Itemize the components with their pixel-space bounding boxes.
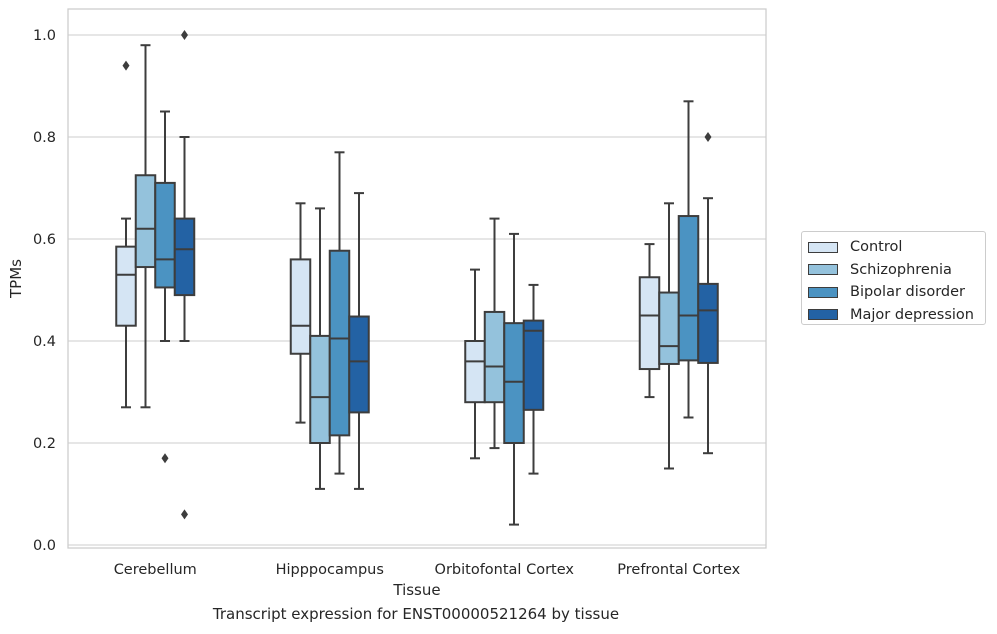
box-control-hipppocampus (289, 258, 312, 355)
legend-swatch-major-depression (808, 309, 838, 321)
box-schizophrenia-orbitofontal-cortex (483, 310, 506, 404)
legend-label-control: Control (850, 239, 903, 256)
y-tick-label: 0.0 (33, 538, 56, 554)
box-major-depression-hipppocampus (348, 315, 370, 414)
box-control-prefrontal-cortex (638, 276, 661, 371)
box-bipolar-disorder-prefrontal-cortex (677, 215, 700, 362)
box-control-cerebellum (115, 245, 137, 327)
box-schizophrenia-prefrontal-cortex (658, 291, 680, 365)
box-major-depression-cerebellum (173, 217, 196, 297)
x-tick-label: Hipppocampus (276, 562, 384, 578)
legend-item-schizophrenia: Schizophrenia (808, 259, 985, 282)
y-tick-label: 0.4 (33, 334, 56, 350)
outlier-major-depression-cerebellum (181, 30, 188, 40)
x-axis-label: Tissue (392, 581, 440, 599)
y-axis-label: TPMs (7, 259, 25, 299)
legend-label-bipolar-disorder: Bipolar disorder (850, 284, 965, 301)
legend-swatch-schizophrenia (808, 264, 838, 276)
legend-swatch-bipolar-disorder (808, 286, 838, 298)
box-control-orbitofontal-cortex (464, 340, 486, 404)
legend-item-bipolar-disorder: Bipolar disorder (808, 281, 985, 304)
box-schizophrenia-cerebellum (134, 174, 157, 269)
box-bipolar-disorder-hipppocampus (328, 249, 351, 437)
chart-caption: Transcript expression for ENST0000052126… (212, 605, 620, 623)
outlier-major-depression-prefrontal-cortex (704, 132, 712, 142)
x-tick-label: Orbitofontal Cortex (435, 562, 575, 578)
box-schizophrenia-hipppocampus (309, 334, 331, 444)
legend-item-major-depression: Major depression (808, 304, 985, 327)
outlier-control-cerebellum (122, 60, 130, 71)
legend-item-control: Control (808, 236, 985, 259)
legend-label-schizophrenia: Schizophrenia (850, 261, 952, 278)
plot-frame (67, 8, 767, 549)
outlier-bipolar-disorder-cerebellum (161, 453, 169, 464)
y-tick-label: 1.0 (33, 28, 56, 44)
box-bipolar-disorder-orbitofontal-cortex (503, 322, 525, 444)
legend: Control Schizophrenia Bipolar disorder M… (801, 231, 986, 325)
y-tick-label: 0.6 (33, 232, 56, 248)
box-major-depression-orbitofontal-cortex (522, 319, 545, 411)
legend-swatch-control (808, 241, 838, 253)
x-tick-label: Prefrontal Cortex (617, 562, 740, 578)
x-tick-label: Cerebellum (114, 562, 197, 578)
y-tick-label: 0.8 (33, 130, 56, 146)
box-bipolar-disorder-cerebellum (154, 181, 176, 289)
box-major-depression-prefrontal-cortex (697, 282, 719, 364)
legend-label-major-depression: Major depression (850, 306, 974, 323)
outlier-major-depression-cerebellum (181, 509, 188, 520)
y-tick-label: 0.2 (33, 436, 56, 452)
